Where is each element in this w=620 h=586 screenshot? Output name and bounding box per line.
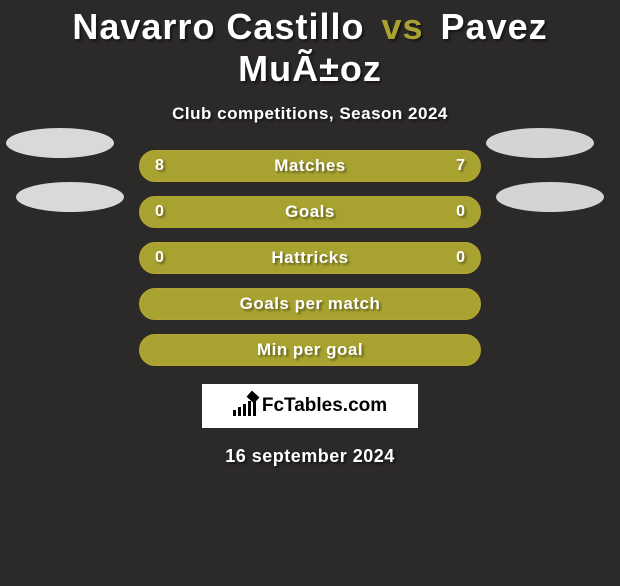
- vs-separator: vs: [381, 6, 423, 47]
- stat-value-right: 7: [456, 157, 465, 175]
- stat-row: Min per goal: [139, 334, 481, 366]
- player1-avatar-bottom: [16, 182, 124, 212]
- stat-row: Matches 8 7: [139, 150, 481, 182]
- stat-row: Hattricks 0 0: [139, 242, 481, 274]
- stat-value-left: 0: [155, 249, 164, 267]
- logo-box: FcTables.com: [202, 384, 418, 428]
- logo-text: FcTables.com: [262, 395, 387, 417]
- stat-value-right: 0: [456, 249, 465, 267]
- page-title: Navarro Castillo vs Pavez MuÃ±oz: [0, 6, 620, 90]
- stat-label: Goals per match: [240, 294, 381, 314]
- player1-name: Navarro Castillo: [72, 6, 364, 47]
- stat-row: Goals 0 0: [139, 196, 481, 228]
- stat-label: Min per goal: [257, 340, 363, 360]
- bar-icon-segment: [248, 401, 251, 416]
- bar-icon-segment: [238, 407, 241, 416]
- bar-icon-segment: [233, 410, 236, 416]
- subtitle: Club competitions, Season 2024: [0, 104, 620, 124]
- player1-avatar-top: [6, 128, 114, 158]
- bars-icon: [233, 396, 256, 416]
- player2-avatar-bottom: [496, 182, 604, 212]
- stat-value-right: 0: [456, 203, 465, 221]
- bar-icon-segment: [243, 404, 246, 416]
- stat-label: Hattricks: [271, 248, 348, 268]
- stat-label: Matches: [274, 156, 346, 176]
- stat-value-left: 0: [155, 203, 164, 221]
- player2-avatar-top: [486, 128, 594, 158]
- stat-row: Goals per match: [139, 288, 481, 320]
- date-text: 16 september 2024: [0, 446, 620, 467]
- stat-label: Goals: [285, 202, 335, 222]
- stat-value-left: 8: [155, 157, 164, 175]
